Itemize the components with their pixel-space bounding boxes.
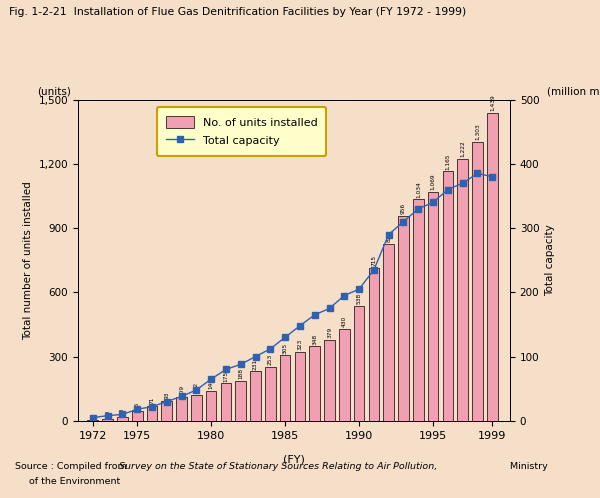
Bar	[339, 329, 350, 421]
Text: 538: 538	[356, 293, 362, 304]
Bar	[235, 380, 246, 421]
Text: 1,439: 1,439	[490, 94, 495, 111]
Bar	[354, 306, 364, 421]
Bar	[295, 352, 305, 421]
Text: 93: 93	[164, 392, 169, 399]
Bar	[117, 416, 128, 421]
Bar	[413, 199, 424, 421]
Bar	[161, 401, 172, 421]
Text: 5: 5	[90, 414, 95, 418]
Text: 323: 323	[298, 339, 302, 350]
Text: Ministry: Ministry	[507, 462, 548, 471]
Bar	[398, 216, 409, 421]
Bar	[457, 159, 468, 421]
Bar	[310, 346, 320, 421]
Bar	[265, 367, 275, 421]
Bar	[368, 268, 379, 421]
Bar	[146, 405, 157, 421]
Text: 715: 715	[371, 255, 376, 266]
Bar	[88, 420, 98, 421]
Text: 1,222: 1,222	[460, 140, 465, 157]
Legend: No. of units installed, Total capacity: No. of units installed, Total capacity	[157, 107, 326, 156]
Text: 1,303: 1,303	[475, 124, 480, 140]
Bar	[324, 340, 335, 421]
Text: 956: 956	[401, 203, 406, 214]
Text: 122: 122	[194, 382, 199, 393]
Y-axis label: Total capacity: Total capacity	[545, 224, 555, 296]
Text: 10: 10	[105, 409, 110, 417]
Text: 45: 45	[134, 402, 140, 409]
Text: (units): (units)	[37, 86, 71, 97]
Bar	[383, 244, 394, 421]
Text: 826: 826	[386, 231, 391, 242]
Bar	[132, 411, 143, 421]
Bar	[102, 419, 113, 421]
Text: Fig. 1-2-21  Installation of Flue Gas Denitrification Facilities by Year (FY 197: Fig. 1-2-21 Installation of Flue Gas Den…	[9, 7, 466, 17]
Y-axis label: Total number of units installed: Total number of units installed	[23, 181, 33, 340]
Text: 20: 20	[120, 407, 125, 415]
Text: 1,034: 1,034	[416, 181, 421, 198]
Text: Survey on the State of Stationary Sources Relating to Air Pollution,: Survey on the State of Stationary Source…	[119, 462, 437, 471]
Text: (million m³N/h): (million m³N/h)	[547, 86, 600, 97]
Text: 175: 175	[223, 371, 229, 381]
Text: 1,069: 1,069	[431, 174, 436, 190]
Bar	[176, 397, 187, 421]
Text: 188: 188	[238, 368, 243, 379]
Bar	[472, 142, 483, 421]
Bar	[221, 383, 231, 421]
Bar	[443, 171, 453, 421]
Text: 305: 305	[283, 343, 287, 354]
Text: 109: 109	[179, 384, 184, 396]
Bar	[428, 192, 439, 421]
Text: 430: 430	[342, 316, 347, 327]
Text: 348: 348	[312, 333, 317, 345]
Bar	[250, 372, 261, 421]
Bar	[191, 395, 202, 421]
Bar	[280, 356, 290, 421]
Text: 253: 253	[268, 354, 273, 365]
Text: 71: 71	[149, 396, 154, 404]
Text: 140: 140	[209, 378, 214, 389]
Bar	[206, 391, 217, 421]
Bar	[487, 113, 497, 421]
Text: of the Environment: of the Environment	[29, 477, 120, 486]
Text: 231: 231	[253, 359, 258, 370]
Text: 1,165: 1,165	[445, 153, 451, 170]
Text: 379: 379	[327, 327, 332, 338]
Text: (FY): (FY)	[283, 455, 305, 465]
Text: Source : Compiled from: Source : Compiled from	[15, 462, 130, 471]
